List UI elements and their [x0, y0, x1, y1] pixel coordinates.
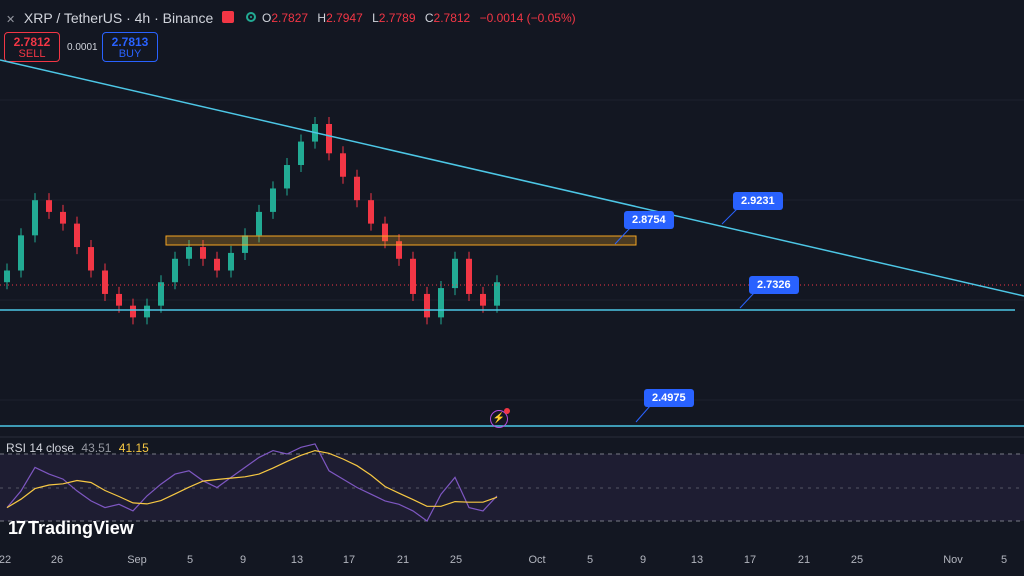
tradingview-logo-icon: 17 — [8, 518, 26, 538]
candle-body — [186, 247, 192, 259]
lower-support-callout-text: 2.4975 — [652, 392, 686, 404]
candle-body — [116, 293, 122, 306]
symbol-text: XRP / TetherUS · 4h · Binance — [23, 10, 214, 26]
time-axis-label: 25 — [850, 554, 864, 566]
support-callout-text: 2.7326 — [757, 279, 791, 291]
sell-label: SELL — [18, 48, 46, 60]
open-value: 2.7827 — [271, 11, 309, 25]
candle-body — [18, 235, 24, 271]
zone-callout-text: 2.8754 — [632, 214, 666, 226]
candle-body — [298, 141, 304, 166]
callout-line-zone — [614, 227, 631, 245]
callout-line-lower — [635, 405, 651, 423]
candle-body — [368, 200, 374, 224]
candle-body — [144, 305, 150, 318]
sell-price: 2.7812 — [13, 35, 51, 49]
candle-body — [438, 288, 444, 318]
time-axis-label: 5 — [586, 554, 594, 566]
rsi-name: RSI 14 close — [6, 441, 75, 455]
time-axis-label: Nov — [943, 554, 963, 566]
buy-price: 2.7813 — [111, 35, 149, 49]
candle-body — [480, 293, 486, 306]
candle-body — [46, 200, 52, 212]
close-value: 2.7812 — [433, 11, 471, 25]
candle-body — [4, 270, 10, 283]
candle-body — [32, 200, 38, 236]
candle-body — [396, 241, 402, 259]
candle-body — [256, 211, 262, 236]
symbol-logo-icon: ✕ — [6, 14, 16, 26]
time-axis-label: 9 — [639, 554, 647, 566]
candle-body — [452, 258, 458, 289]
time-axis-label: 21 — [797, 554, 811, 566]
tradingview-watermark: 17 TradingView — [8, 518, 134, 539]
time-axis-label: 9 — [239, 554, 247, 566]
candle-body — [494, 282, 500, 306]
change-value: −0.0014 (−0.05%) — [479, 11, 576, 25]
candle-body — [88, 247, 94, 271]
descending-trendline[interactable] — [0, 59, 1024, 297]
top-resistance-callout[interactable]: 2.9231 — [733, 192, 783, 210]
candle-body — [354, 176, 360, 201]
time-axis-label: 13 — [290, 554, 304, 566]
rsi-line — [6, 443, 498, 522]
zone-callout[interactable]: 2.8754 — [624, 211, 674, 229]
candle-body — [466, 258, 472, 294]
spread-value: 0.0001 — [67, 42, 98, 53]
time-axis-label: Sep — [127, 554, 147, 566]
time-axis-label: 21 — [396, 554, 410, 566]
time-axis-label: 5 — [186, 554, 194, 566]
candle-body — [130, 305, 136, 318]
candle-body — [200, 247, 206, 259]
rsi-value: 43.51 — [81, 441, 112, 455]
chart-header: ✕ XRP / TetherUS · 4h · Binance O2.7827 … — [0, 0, 1024, 34]
tradingview-brand: TradingView — [28, 518, 134, 538]
flag-icon[interactable] — [222, 11, 234, 23]
alert-icon[interactable]: ⚡ — [490, 408, 510, 428]
callout-line-top — [721, 207, 739, 225]
time-axis-label: 25 — [449, 554, 463, 566]
time-axis-label: 22 — [0, 554, 12, 566]
rsi-ma-line — [6, 449, 498, 509]
candle-body — [270, 188, 276, 212]
market-status-icon[interactable] — [246, 12, 256, 22]
time-axis-label: 26 — [50, 554, 64, 566]
grid — [0, 99, 1024, 401]
candle-body — [102, 270, 108, 294]
candle-body — [214, 258, 220, 271]
time-axis-label: Oct — [528, 554, 546, 566]
candle-body — [340, 153, 346, 177]
top-resistance-callout-text: 2.9231 — [741, 195, 775, 207]
buy-label: BUY — [118, 48, 142, 60]
time-axis-label: 17 — [743, 554, 757, 566]
ohlc-values: O2.7827 H2.7947 L2.7789 C2.7812 −0.0014 … — [262, 11, 576, 25]
candle-body — [242, 235, 248, 253]
resistance-zone[interactable] — [165, 235, 637, 246]
rsi-legend[interactable]: RSI 14 close 43.51 41.15 — [6, 441, 149, 455]
candle-body — [284, 165, 290, 189]
high-value: 2.7947 — [326, 11, 363, 25]
time-axis-label: 13 — [690, 554, 704, 566]
support-callout[interactable]: 2.7326 — [749, 276, 799, 294]
candle-body — [410, 258, 416, 294]
lower-support-callout[interactable]: 2.4975 — [644, 389, 694, 407]
candle-body — [424, 293, 430, 318]
low-value: 2.7789 — [378, 11, 416, 25]
candle-body — [228, 252, 234, 271]
buy-button[interactable]: 2.7813 BUY — [102, 32, 158, 62]
candle-body — [382, 223, 388, 242]
candles — [4, 116, 500, 325]
time-axis-label: 5 — [1000, 554, 1008, 566]
callout-line-support — [739, 292, 755, 309]
candle-body — [172, 258, 178, 283]
time-axis-label: 17 — [342, 554, 356, 566]
rsi-ma-value: 41.15 — [118, 441, 149, 455]
candle-body — [60, 211, 66, 224]
candle-body — [326, 124, 332, 154]
candle-body — [158, 282, 164, 306]
symbol-title[interactable]: ✕ XRP / TetherUS · 4h · Binance — [6, 10, 213, 26]
candle-body — [74, 223, 80, 248]
sell-button[interactable]: 2.7812 SELL — [4, 32, 60, 62]
